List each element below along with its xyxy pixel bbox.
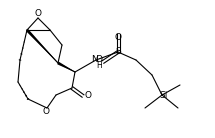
Text: H: H: [96, 60, 102, 70]
Polygon shape: [26, 29, 58, 63]
Text: O: O: [95, 55, 103, 63]
Polygon shape: [57, 62, 75, 72]
Text: O: O: [43, 108, 49, 116]
Text: O: O: [34, 10, 41, 18]
Text: O: O: [84, 91, 92, 100]
Text: O: O: [115, 34, 121, 43]
Text: S: S: [115, 47, 121, 56]
Text: Si: Si: [160, 91, 168, 99]
Text: N: N: [91, 55, 97, 64]
